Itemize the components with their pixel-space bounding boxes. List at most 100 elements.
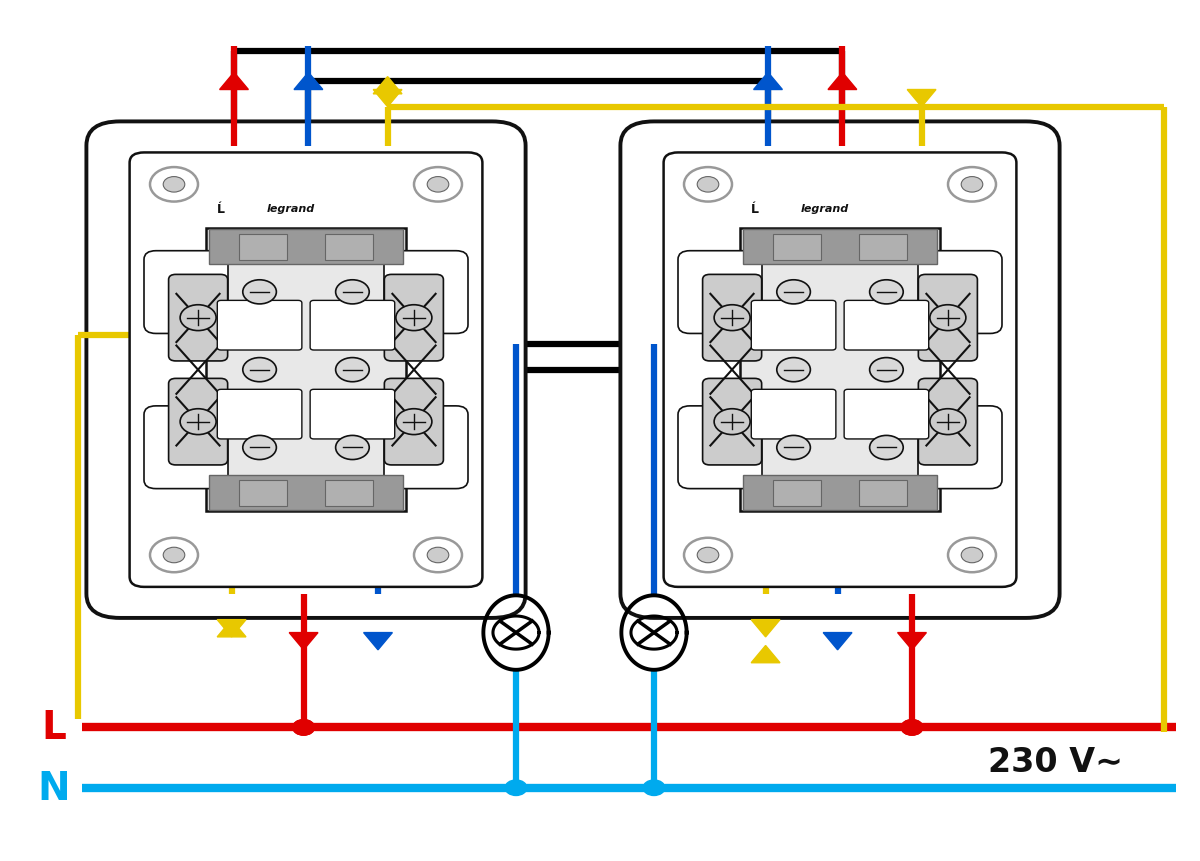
FancyBboxPatch shape	[384, 379, 443, 466]
FancyBboxPatch shape	[774, 480, 822, 506]
Circle shape	[697, 548, 719, 563]
FancyBboxPatch shape	[918, 379, 977, 466]
Circle shape	[961, 177, 983, 193]
FancyBboxPatch shape	[743, 230, 937, 265]
FancyBboxPatch shape	[240, 234, 288, 260]
Text: L: L	[42, 709, 66, 746]
FancyBboxPatch shape	[384, 406, 468, 489]
FancyBboxPatch shape	[144, 251, 228, 334]
Text: Ĺ: Ĺ	[750, 202, 758, 215]
Circle shape	[242, 281, 276, 305]
Polygon shape	[294, 73, 323, 90]
Polygon shape	[828, 73, 857, 90]
FancyBboxPatch shape	[168, 379, 228, 466]
Polygon shape	[751, 646, 780, 663]
FancyBboxPatch shape	[209, 475, 403, 511]
Circle shape	[901, 720, 923, 735]
FancyBboxPatch shape	[751, 390, 836, 439]
FancyBboxPatch shape	[678, 251, 762, 334]
FancyBboxPatch shape	[86, 122, 526, 618]
FancyBboxPatch shape	[844, 301, 929, 350]
Text: legrand: legrand	[266, 204, 316, 214]
FancyBboxPatch shape	[240, 480, 288, 506]
Circle shape	[396, 409, 432, 435]
Polygon shape	[907, 90, 936, 108]
Polygon shape	[373, 90, 402, 108]
FancyBboxPatch shape	[217, 301, 302, 350]
Circle shape	[948, 168, 996, 202]
Circle shape	[396, 306, 432, 331]
FancyBboxPatch shape	[205, 229, 407, 511]
Text: legrand: legrand	[800, 204, 850, 214]
FancyBboxPatch shape	[678, 406, 762, 489]
Circle shape	[180, 306, 216, 331]
Circle shape	[776, 358, 810, 382]
Circle shape	[930, 306, 966, 331]
Polygon shape	[364, 633, 392, 650]
Circle shape	[163, 177, 185, 193]
Circle shape	[714, 306, 750, 331]
Polygon shape	[754, 73, 782, 90]
FancyBboxPatch shape	[918, 251, 1002, 334]
Circle shape	[242, 436, 276, 460]
FancyBboxPatch shape	[739, 229, 941, 511]
Circle shape	[150, 538, 198, 573]
FancyBboxPatch shape	[743, 475, 937, 511]
Circle shape	[336, 436, 370, 460]
Circle shape	[336, 281, 370, 305]
Circle shape	[643, 780, 665, 796]
Polygon shape	[289, 633, 318, 650]
FancyBboxPatch shape	[324, 234, 372, 260]
Circle shape	[684, 538, 732, 573]
Text: Ĺ: Ĺ	[216, 202, 224, 215]
FancyBboxPatch shape	[703, 379, 762, 466]
Circle shape	[684, 168, 732, 202]
Circle shape	[697, 177, 719, 193]
Polygon shape	[217, 620, 246, 637]
FancyBboxPatch shape	[844, 390, 929, 439]
FancyBboxPatch shape	[217, 390, 302, 439]
Circle shape	[961, 548, 983, 563]
Polygon shape	[751, 620, 780, 637]
Circle shape	[870, 436, 904, 460]
Circle shape	[948, 538, 996, 573]
Circle shape	[427, 177, 449, 193]
FancyBboxPatch shape	[774, 234, 822, 260]
Circle shape	[505, 780, 527, 796]
Circle shape	[870, 281, 904, 305]
Polygon shape	[823, 633, 852, 650]
Circle shape	[901, 720, 923, 735]
Text: N: N	[37, 769, 71, 807]
FancyBboxPatch shape	[144, 406, 228, 489]
FancyBboxPatch shape	[310, 390, 395, 439]
Circle shape	[150, 168, 198, 202]
FancyBboxPatch shape	[384, 275, 443, 362]
FancyBboxPatch shape	[751, 301, 836, 350]
Circle shape	[930, 409, 966, 435]
FancyBboxPatch shape	[858, 234, 906, 260]
Circle shape	[336, 358, 370, 382]
FancyBboxPatch shape	[620, 122, 1060, 618]
Circle shape	[414, 168, 462, 202]
FancyBboxPatch shape	[858, 480, 906, 506]
FancyBboxPatch shape	[664, 153, 1016, 587]
FancyBboxPatch shape	[918, 406, 1002, 489]
Circle shape	[163, 548, 185, 563]
FancyBboxPatch shape	[209, 230, 403, 265]
FancyBboxPatch shape	[918, 275, 977, 362]
FancyBboxPatch shape	[130, 153, 482, 587]
Circle shape	[180, 409, 216, 435]
Circle shape	[714, 409, 750, 435]
Circle shape	[293, 720, 314, 735]
Circle shape	[870, 358, 904, 382]
Circle shape	[414, 538, 462, 573]
FancyBboxPatch shape	[324, 480, 372, 506]
FancyBboxPatch shape	[168, 275, 228, 362]
FancyBboxPatch shape	[310, 301, 395, 350]
Polygon shape	[220, 73, 248, 90]
Circle shape	[776, 281, 810, 305]
Circle shape	[242, 358, 276, 382]
Polygon shape	[898, 633, 926, 650]
Circle shape	[427, 548, 449, 563]
Circle shape	[776, 436, 810, 460]
